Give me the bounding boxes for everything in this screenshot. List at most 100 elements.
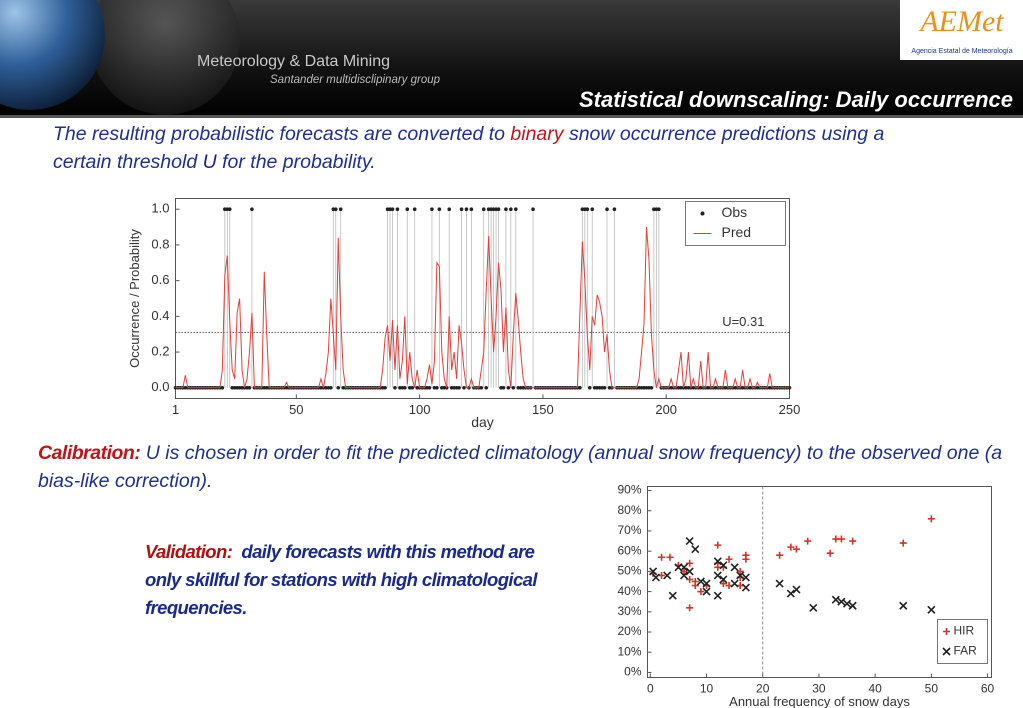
obs-point — [432, 385, 437, 390]
obs-point — [430, 207, 434, 212]
scatter-marker — [786, 589, 795, 598]
calibration-text: Calibration: U is chosen in order to fit… — [38, 439, 1013, 495]
validation-text: Validation: daily forecasts with this me… — [145, 538, 565, 622]
y-tick-label: 30% — [617, 604, 641, 618]
obs-point — [464, 207, 469, 212]
y-tick-label: 70% — [617, 523, 641, 537]
obs-point — [723, 385, 728, 390]
obs-point — [676, 385, 681, 390]
scatter-marker — [736, 567, 744, 575]
plot-frame — [647, 486, 992, 678]
legend-swatch — [700, 211, 705, 216]
scatter-marker — [713, 591, 722, 600]
obs-point — [338, 207, 343, 212]
scatter-marker — [776, 551, 784, 559]
logo-box — [900, 0, 1023, 60]
y-tick-label: 50% — [617, 564, 641, 578]
scatter-marker — [842, 599, 852, 608]
y-tick-label: 0.6 — [151, 272, 169, 287]
scatter-marker — [719, 580, 727, 588]
intro-text: The resulting probabilistic forecasts ar… — [53, 120, 913, 176]
obs-point — [410, 385, 415, 390]
obs-point — [469, 207, 474, 212]
obs-point — [642, 385, 646, 390]
threshold-label: U=0.31 — [722, 314, 764, 329]
obs-point — [341, 385, 345, 390]
scatter-marker — [686, 604, 694, 612]
scatter-marker — [691, 545, 700, 554]
obs-point — [457, 385, 461, 390]
scatter-marker — [666, 553, 674, 561]
obs-point — [220, 385, 225, 390]
y-tick-label: 40% — [617, 584, 641, 598]
obs-point — [329, 385, 333, 390]
obs-point — [580, 207, 585, 212]
legend-swatch — [943, 628, 950, 635]
obs-point — [395, 207, 400, 212]
obs-point — [486, 207, 491, 212]
scatter-marker — [658, 571, 666, 579]
y-axis-label: Occurrence / Probability — [127, 229, 142, 368]
scatter-marker — [725, 582, 733, 590]
y-tick-label: 0% — [624, 665, 642, 679]
obs-point — [390, 207, 395, 212]
scatter-marker — [668, 591, 677, 600]
scatter-marker — [730, 563, 739, 572]
text-run: binary — [510, 123, 564, 145]
obs-point — [649, 385, 654, 390]
scatter-marker — [927, 605, 936, 614]
scatter-marker — [736, 571, 745, 580]
scatter-marker — [651, 573, 660, 582]
obs-point — [518, 385, 523, 390]
plot-frame — [175, 198, 790, 399]
obs-point — [440, 385, 444, 390]
obs-point — [698, 385, 703, 390]
y-tick-label: 0.8 — [151, 236, 169, 251]
obs-point — [393, 385, 397, 390]
y-tick-label: 0.4 — [151, 308, 169, 323]
y-tick-label: 1.0 — [151, 201, 169, 216]
obs-point — [452, 385, 456, 390]
obs-point — [489, 207, 493, 212]
obs-point — [600, 385, 604, 390]
prediction-line — [175, 227, 790, 389]
obs-point — [225, 207, 230, 212]
x-tick-label: 10 — [700, 682, 714, 696]
obs-point — [684, 385, 688, 390]
text-run: U — [202, 151, 217, 173]
obs-point — [462, 385, 466, 390]
obs-point — [230, 385, 235, 390]
scatter-marker — [804, 537, 812, 545]
obs-point — [686, 385, 691, 390]
scatter-marker — [713, 571, 722, 580]
scatter-marker — [691, 577, 699, 585]
legend-box — [685, 201, 786, 246]
obs-point — [449, 385, 454, 390]
legend-label: FAR — [954, 644, 978, 658]
obs-point — [383, 385, 387, 390]
obs-point — [509, 207, 513, 212]
obs-point — [755, 385, 760, 390]
text-run: U is chosen in order to fit the predicte… — [38, 442, 1003, 492]
y-tick-label: 90% — [617, 483, 641, 497]
obs-point — [407, 385, 412, 390]
obs-point — [336, 385, 341, 390]
obs-point — [484, 385, 488, 390]
obs-point — [223, 207, 227, 212]
logo: AEMet — [918, 5, 1004, 38]
obs-point — [657, 207, 661, 212]
obs-point — [425, 385, 429, 390]
obs-point — [578, 385, 582, 390]
obs-point — [652, 207, 656, 212]
scatter-marker — [792, 545, 800, 553]
y-tick-label: 80% — [617, 503, 641, 517]
obs-point — [501, 385, 506, 390]
logo-caption: Agencia Estatal de Meteorología — [911, 48, 1012, 55]
obs-point — [459, 207, 464, 212]
obs-point — [240, 385, 244, 390]
obs-point — [669, 385, 673, 390]
obs-point — [247, 385, 252, 390]
scatter-marker — [741, 573, 750, 582]
